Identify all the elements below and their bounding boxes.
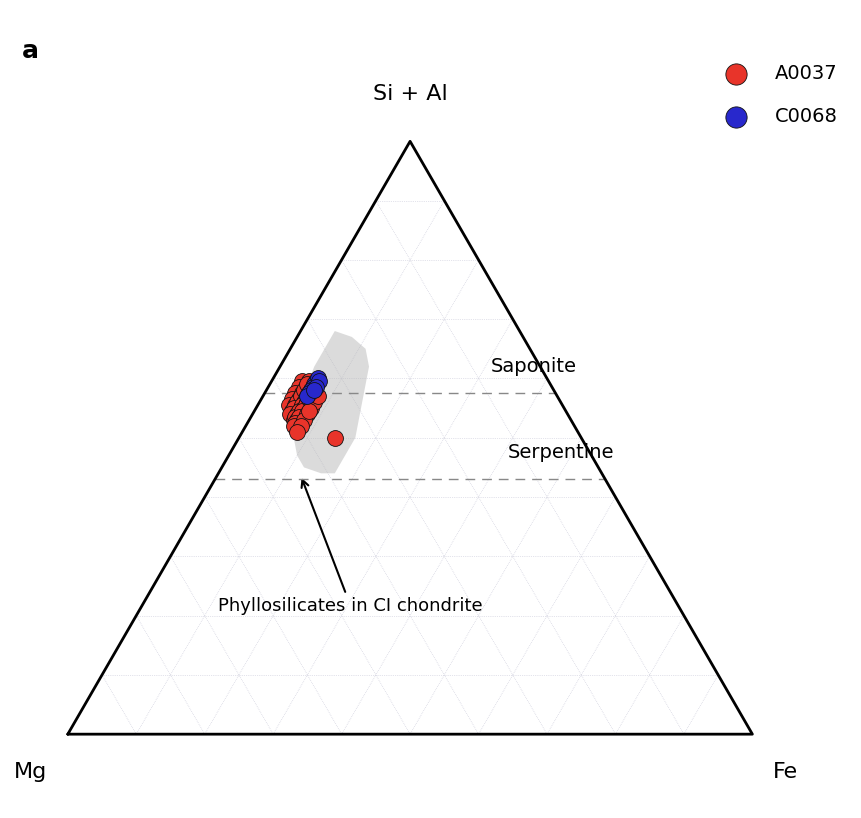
Point (304, 389, 318, 402)
Point (297, 402, 311, 415)
Point (300, 389, 314, 402)
Point (311, 372, 325, 385)
Point (313, 375, 326, 388)
Point (309, 381, 323, 394)
Polygon shape (294, 331, 369, 474)
Point (294, 402, 307, 415)
Text: Phyllosilicates in CI chondrite: Phyllosilicates in CI chondrite (218, 480, 482, 615)
Point (306, 381, 319, 394)
Text: Serpentine: Serpentine (507, 443, 613, 462)
Point (300, 407, 314, 420)
Point (302, 387, 316, 400)
Point (302, 387, 316, 400)
Point (300, 389, 314, 402)
Point (299, 393, 313, 406)
Legend: A0037, C0068: A0037, C0068 (708, 56, 845, 133)
Text: a: a (22, 39, 39, 63)
Point (295, 405, 309, 418)
Point (307, 384, 321, 397)
Point (290, 407, 304, 420)
Point (283, 407, 297, 420)
Point (304, 402, 318, 415)
Point (287, 413, 300, 426)
Point (290, 413, 304, 426)
Point (300, 396, 314, 409)
Point (290, 425, 304, 438)
Point (295, 375, 309, 388)
Point (287, 420, 300, 433)
Point (295, 387, 309, 400)
Point (304, 384, 318, 397)
Point (288, 398, 302, 411)
Point (290, 396, 304, 409)
Point (288, 387, 302, 400)
Point (282, 398, 295, 411)
Point (292, 381, 306, 394)
Point (304, 384, 318, 397)
Point (297, 413, 311, 426)
Point (287, 402, 300, 415)
Point (302, 393, 316, 406)
Point (297, 396, 311, 409)
Point (300, 378, 314, 391)
Point (299, 381, 313, 394)
Point (294, 407, 307, 420)
Point (285, 393, 299, 406)
Point (302, 405, 316, 418)
Text: Si + Al: Si + Al (372, 83, 447, 104)
Point (288, 411, 302, 424)
Point (327, 431, 341, 444)
Text: Mg: Mg (14, 762, 47, 781)
Point (288, 416, 302, 429)
Point (292, 393, 306, 406)
Point (295, 398, 309, 411)
Text: Saponite: Saponite (490, 357, 576, 376)
Point (297, 384, 311, 397)
Point (311, 389, 325, 402)
Point (307, 396, 321, 409)
Point (299, 398, 313, 411)
Point (292, 405, 306, 418)
Point (292, 411, 306, 424)
Text: Fe: Fe (772, 762, 797, 781)
Point (307, 378, 321, 391)
Point (285, 405, 299, 418)
Point (294, 420, 307, 433)
Point (302, 375, 316, 388)
Point (309, 375, 323, 388)
Point (294, 389, 307, 402)
